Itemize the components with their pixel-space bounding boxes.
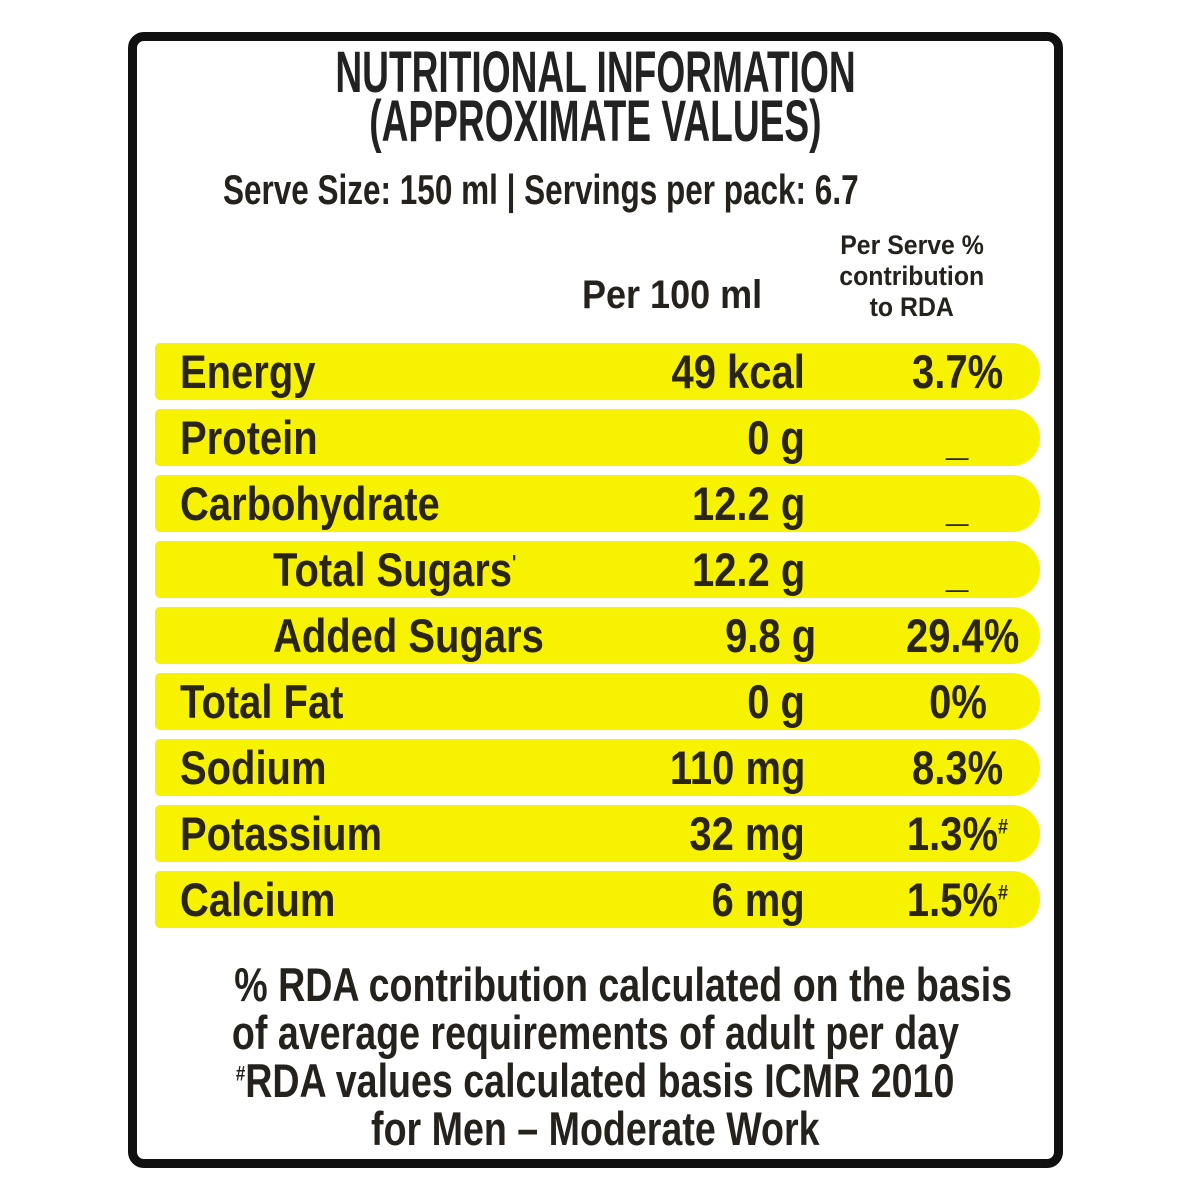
nutrient-row-sodium: Sodium 110 mg 8.3%: [155, 739, 1040, 796]
nutrient-amount: 0 g: [747, 675, 805, 728]
nutrient-amount: 110 mg: [669, 741, 805, 794]
nutrient-row-added-sugars: Added Sugars 9.8 g 29.4%: [155, 607, 1040, 664]
nutrient-row-total-fat: Total Fat 0 g 0%: [155, 673, 1040, 730]
nutrient-label: Potassium: [180, 807, 383, 860]
nutrient-table: Energy 49 kcal 3.7% Protein 0 g _ Carboh…: [155, 343, 1040, 937]
nutrient-label: Added Sugars: [273, 609, 544, 662]
footnote-line3: #RDA values calculated basis ICMR 2010: [236, 1054, 955, 1107]
nutrition-label-card: NUTRITIONAL INFORMATION (APPROXIMATE VAL…: [128, 32, 1063, 1168]
nutrient-label: Total Fat: [180, 675, 344, 728]
nutrient-rda: _: [946, 411, 969, 464]
rda-footnote: % RDA contribution calculated on the bas…: [137, 961, 1054, 1153]
label-title-text: NUTRITIONAL INFORMATION: [335, 40, 856, 105]
nutrient-rda: 3.7%: [911, 345, 1004, 398]
nutrient-row-carbohydrate: Carbohydrate 12.2 g _: [155, 475, 1040, 532]
nutrient-rda: _: [946, 477, 969, 530]
nutrient-label: Calcium: [180, 873, 336, 926]
nutrient-label: Total Sugars': [273, 543, 517, 596]
rda-header-line1: Per Serve %: [840, 230, 984, 260]
label-title: NUTRITIONAL INFORMATION: [137, 40, 1054, 105]
nutrient-rda: _: [946, 543, 969, 596]
nutrient-row-protein: Protein 0 g _: [155, 409, 1040, 466]
label-subtitle-text: (APPROXIMATE VALUES): [369, 89, 822, 154]
nutrient-row-calcium: Calcium 6 mg 1.5%#: [155, 871, 1040, 928]
nutrient-row-total-sugars: Total Sugars' 12.2 g _: [155, 541, 1040, 598]
nutrient-amount: 6 mg: [711, 873, 805, 926]
nutrient-amount: 12.2 g: [691, 477, 805, 530]
column-header-per-100ml: Per 100 ml: [581, 273, 763, 317]
serve-size-line: Serve Size: 150 ml | Servings per pack: …: [137, 167, 1054, 213]
rda-header-line2: contribution: [839, 261, 985, 291]
nutrient-amount: 9.8 g: [724, 609, 816, 662]
nutrient-rda: 8.3%: [911, 741, 1004, 794]
footnote-line2: of average requirements of adult per day: [231, 1006, 960, 1059]
nutrient-amount: 32 mg: [689, 807, 805, 860]
nutrient-amount: 49 kcal: [671, 345, 805, 398]
nutrient-amount: 0 g: [747, 411, 805, 464]
nutrient-label: Energy: [180, 345, 316, 398]
nutrient-rda: 1.3%#: [906, 807, 1009, 860]
serve-size-text: Serve Size: 150 ml | Servings per pack: …: [222, 166, 859, 213]
footnote-line4: for Men – Moderate Work: [371, 1102, 820, 1155]
nutrient-label: Sodium: [180, 741, 327, 794]
nutrient-row-potassium: Potassium 32 mg 1.3%#: [155, 805, 1040, 862]
column-header-rda: Per Serve % contribution to RDA: [792, 230, 1032, 323]
rda-header-line3: to RDA: [869, 292, 955, 322]
nutrient-amount: 12.2 g: [691, 543, 805, 596]
nutrient-row-energy: Energy 49 kcal 3.7%: [155, 343, 1040, 400]
nutrient-rda: 1.5%#: [906, 873, 1009, 926]
nutrient-label: Carbohydrate: [180, 477, 440, 530]
label-subtitle: (APPROXIMATE VALUES): [137, 89, 1054, 154]
nutrient-label: Protein: [180, 411, 318, 464]
nutrient-rda: 0%: [928, 675, 987, 728]
footnote-line1: % RDA contribution calculated on the bas…: [234, 958, 1013, 1011]
nutrient-rda: 29.4%: [906, 609, 1020, 662]
